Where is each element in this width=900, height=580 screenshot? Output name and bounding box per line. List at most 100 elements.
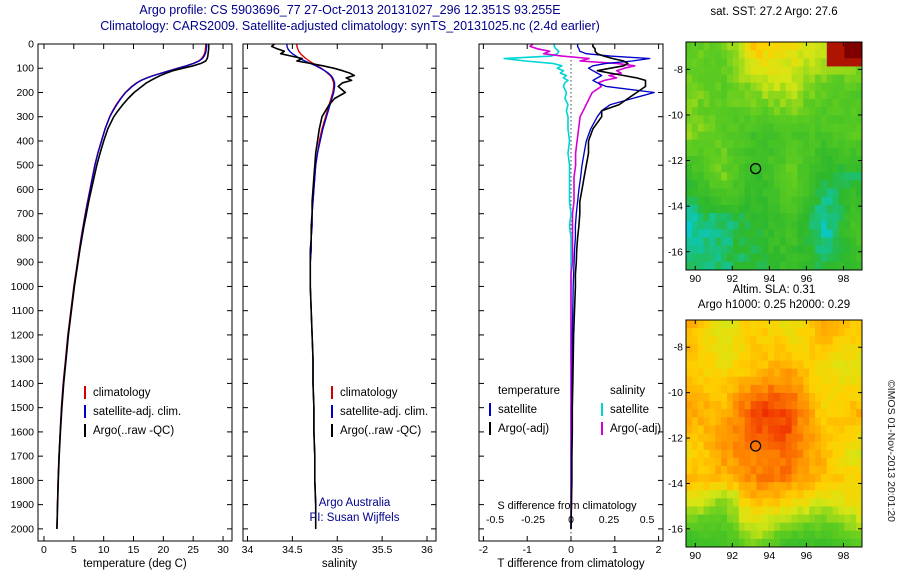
svg-text:1800: 1800 <box>11 475 35 487</box>
svg-text:-14: -14 <box>668 478 683 490</box>
line-climatology <box>56 44 207 529</box>
difference-salinity-legend: salinity satellite Argo(-adj) <box>601 381 661 438</box>
svg-text:0.5: 0.5 <box>640 514 655 526</box>
svg-text:-1: -1 <box>523 544 532 556</box>
svg-text:400: 400 <box>16 135 34 147</box>
legend-item: satellite-adj. clim. <box>331 402 428 421</box>
credit-line2: PI: Susan Wijffels <box>309 512 400 524</box>
difference-temperature-legend: temperature satellite Argo(-adj) <box>489 381 560 438</box>
svg-text:1300: 1300 <box>11 354 35 366</box>
line-argo-adj-t-diff <box>570 44 647 529</box>
svg-text:1400: 1400 <box>11 378 35 390</box>
svg-text:0.25: 0.25 <box>599 514 620 526</box>
legend-label: climatology <box>93 386 151 399</box>
timestamp-watermark: ©IMOS 01-Nov-2013 20:01:20 <box>885 380 897 522</box>
float-position-marker <box>749 162 762 175</box>
svg-text:200: 200 <box>16 87 34 99</box>
line-argo-adj-s-diff <box>529 44 636 529</box>
line-satellite-s-diff <box>503 44 574 529</box>
svg-text:300: 300 <box>16 111 34 123</box>
svg-text:96: 96 <box>801 273 813 285</box>
svg-text:36: 36 <box>421 544 433 556</box>
legend-label: satellite-adj. clim. <box>93 405 182 418</box>
svg-text:2: 2 <box>656 544 662 556</box>
svg-text:0: 0 <box>28 39 34 51</box>
svg-text:1900: 1900 <box>11 499 35 511</box>
legend-header: temperature <box>498 384 561 397</box>
svg-text:92: 92 <box>726 550 738 562</box>
svg-text:1000: 1000 <box>11 281 35 293</box>
legend-label: satellite <box>610 403 649 416</box>
svg-text:20: 20 <box>158 544 170 556</box>
legend-label: satellite-adj. clim. <box>340 405 429 418</box>
svg-text:1200: 1200 <box>11 329 35 341</box>
legend-label: climatology <box>340 386 398 399</box>
svg-text:T difference from climatology: T difference from climatology <box>497 558 644 570</box>
svg-text:90: 90 <box>689 550 701 562</box>
svg-text:34.5: 34.5 <box>282 544 303 556</box>
svg-text:98: 98 <box>838 550 850 562</box>
svg-text:94: 94 <box>764 273 776 285</box>
credits: Argo Australia PI: Susan Wijffels <box>282 496 427 526</box>
argo-line-swatch <box>331 424 333 437</box>
line-argo-raw-qc- <box>270 44 356 529</box>
svg-text:98: 98 <box>838 273 850 285</box>
sla-map-title-line1: Altim. SLA: 0.31 <box>732 284 816 296</box>
svg-text:96: 96 <box>801 550 813 562</box>
legend-label: satellite <box>498 403 537 416</box>
svg-text:-12: -12 <box>668 433 683 445</box>
svg-text:1700: 1700 <box>11 451 35 463</box>
legend-item: satellite <box>601 400 661 419</box>
svg-text:90: 90 <box>689 273 701 285</box>
svg-text:1500: 1500 <box>11 402 35 414</box>
svg-text:0: 0 <box>568 544 574 556</box>
svg-text:1600: 1600 <box>11 426 35 438</box>
svg-text:10: 10 <box>98 544 110 556</box>
svg-text:25: 25 <box>187 544 199 556</box>
svg-text:600: 600 <box>16 184 34 196</box>
legend-item: satellite <box>489 400 560 419</box>
argo-tdiff-line-swatch <box>489 422 491 435</box>
salinity-legend: climatology satellite-adj. clim. Argo(..… <box>331 383 428 440</box>
legend-header: salinity <box>610 384 646 397</box>
temperature-legend: climatology satellite-adj. clim. Argo(..… <box>84 383 181 440</box>
svg-text:35: 35 <box>331 544 343 556</box>
legend-label: Argo(-adj) <box>498 422 550 435</box>
satellite-tdiff-line-swatch <box>489 403 491 416</box>
svg-text:-14: -14 <box>668 201 683 213</box>
svg-text:34: 34 <box>242 544 254 556</box>
svg-text:500: 500 <box>16 160 34 172</box>
svg-text:-8: -8 <box>674 342 683 354</box>
credit-line1: Argo Australia <box>318 497 391 509</box>
float-position-marker <box>749 440 762 452</box>
legend-item: Argo(-adj) <box>601 419 661 438</box>
satellite-sdiff-line-swatch <box>601 403 603 416</box>
svg-text:35.5: 35.5 <box>372 544 393 556</box>
svg-text:-16: -16 <box>668 246 683 258</box>
svg-text:-8: -8 <box>674 64 683 76</box>
legend-item: climatology <box>331 383 428 402</box>
svg-text:1: 1 <box>612 544 618 556</box>
svg-text:700: 700 <box>16 208 34 220</box>
figure-title-line1: Argo profile: CS 5903696_77 27-Oct-2013 … <box>139 3 561 17</box>
argo-sdiff-line-swatch <box>601 422 603 435</box>
svg-text:-0.5: -0.5 <box>486 514 504 526</box>
svg-text:94: 94 <box>764 550 776 562</box>
legend-item: satellite-adj. clim. <box>84 402 181 421</box>
svg-text:-2: -2 <box>479 544 488 556</box>
svg-text:92: 92 <box>726 273 738 285</box>
svg-text:-10: -10 <box>668 109 683 121</box>
line-satellite-t-diff <box>570 44 655 529</box>
satellite-adj-line-swatch <box>331 405 333 418</box>
svg-text:800: 800 <box>16 232 34 244</box>
svg-text:2000: 2000 <box>11 523 35 535</box>
climatology-line-swatch <box>331 386 333 399</box>
svg-text:temperature (deg C): temperature (deg C) <box>83 558 187 570</box>
svg-text:15: 15 <box>128 544 140 556</box>
svg-text:S difference from climatology: S difference from climatology <box>497 500 637 512</box>
sla-map-title-line2: Argo h1000: 0.25 h2000: 0.29 <box>697 299 851 311</box>
svg-text:-0.25: -0.25 <box>521 514 545 526</box>
line-satellite-adj-clim- <box>56 44 208 529</box>
